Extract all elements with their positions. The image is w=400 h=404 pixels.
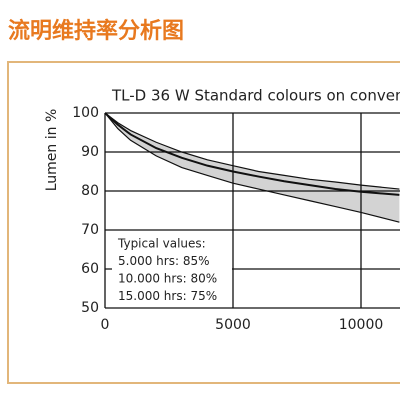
annotation: 10.000 hrs: 80% <box>118 272 217 286</box>
x-tick-label: 10000 <box>339 317 384 333</box>
annotation: 5.000 hrs: 85% <box>118 254 210 268</box>
band <box>105 113 400 223</box>
y-tick-label: 50 <box>81 300 99 316</box>
y-axis-label: Lumen in % <box>44 109 60 192</box>
y-tick-label: 100 <box>72 105 99 121</box>
annotation: 15.000 hrs: 75% <box>118 289 217 303</box>
frame <box>7 61 400 384</box>
annotation: Typical values: <box>117 237 206 251</box>
page-title: 流明维持率分析图 <box>8 18 184 44</box>
annotation-box <box>112 234 232 304</box>
y-tick-label: 80 <box>81 183 99 199</box>
y-tick-label: 90 <box>81 144 99 160</box>
x-tick-label: 5000 <box>215 317 251 333</box>
y-tick-label: 70 <box>81 222 99 238</box>
y-tick-label: 60 <box>81 261 99 277</box>
chart-title: TL-D 36 W Standard colours on conventi <box>111 87 400 105</box>
x-tick-label: 0 <box>101 317 110 333</box>
